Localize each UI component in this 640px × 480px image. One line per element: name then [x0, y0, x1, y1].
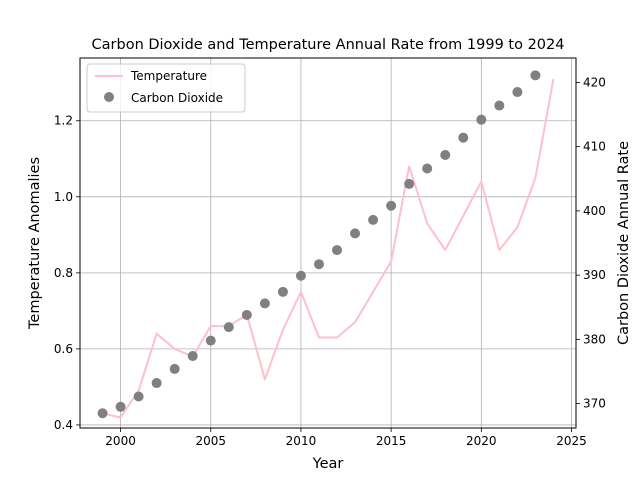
carbon-dioxide-point — [169, 363, 180, 374]
y-right-tick-label: 400 — [583, 204, 606, 218]
x-tick-label: 2000 — [105, 434, 136, 448]
legend: Temperature Carbon Dioxide — [86, 63, 246, 113]
y-right-tick-label: 380 — [583, 332, 606, 346]
carbon-dioxide-point — [97, 408, 108, 419]
carbon-dioxide-point — [241, 309, 252, 320]
legend-carbon-dioxide-label: Carbon Dioxide — [131, 91, 223, 105]
y-left-axis-ticks: 0.4 0.6 0.8 1.0 1.2 — [54, 114, 80, 432]
carbon-dioxide-point — [368, 214, 379, 225]
y-left-tick-label: 0.8 — [54, 266, 73, 280]
carbon-dioxide-point — [115, 401, 126, 412]
y-right-axis-ticks: 370 380 390 400 410 420 — [576, 75, 606, 411]
temperature-series — [102, 78, 555, 419]
x-tick-label: 2025 — [556, 434, 587, 448]
carbon-dioxide-point — [458, 132, 469, 143]
carbon-dioxide-point — [133, 391, 144, 402]
y-right-axis-label: Carbon Dioxide Annual Rate — [616, 141, 632, 345]
legend-temperature-label: Temperature — [130, 69, 207, 83]
carbon-dioxide-point — [277, 286, 288, 297]
x-axis-ticks: 2000 2005 2010 2015 2020 2025 — [105, 428, 587, 448]
carbon-dioxide-point — [422, 163, 433, 174]
x-tick-label: 2005 — [195, 434, 226, 448]
x-axis-label: Year — [312, 456, 344, 472]
y-left-tick-label: 0.4 — [54, 418, 73, 432]
carbon-dioxide-point — [205, 335, 216, 346]
carbon-dioxide-point — [440, 149, 451, 160]
x-tick-label: 2010 — [286, 434, 317, 448]
legend-carbon-dioxide-swatch — [104, 92, 114, 102]
y-left-tick-label: 1.0 — [54, 190, 73, 204]
carbon-dioxide-point — [350, 228, 361, 239]
y-right-tick-label: 390 — [583, 268, 606, 282]
y-left-tick-label: 0.6 — [54, 342, 73, 356]
x-tick-label: 2015 — [376, 434, 407, 448]
legend-frame — [86, 63, 246, 113]
plot-frame — [79, 57, 577, 429]
carbon-dioxide-point — [404, 178, 415, 189]
carbon-dioxide-point — [530, 70, 541, 81]
carbon-dioxide-point — [295, 270, 306, 281]
grid — [80, 58, 576, 428]
carbon-dioxide-point — [476, 114, 487, 125]
carbon-dioxide-series — [97, 70, 541, 419]
carbon-dioxide-point — [151, 378, 162, 389]
y-left-axis-label: Temperature Anomalies — [27, 157, 43, 330]
carbon-dioxide-point — [313, 259, 324, 270]
y-left-tick-label: 1.2 — [54, 114, 73, 128]
temperature-line — [102, 78, 555, 419]
y-right-tick-label: 410 — [583, 140, 606, 154]
chart-title: Carbon Dioxide and Temperature Annual Ra… — [92, 37, 565, 53]
carbon-dioxide-point — [187, 351, 198, 362]
carbon-dioxide-point — [386, 200, 397, 211]
y-right-tick-label: 420 — [583, 75, 606, 89]
carbon-dioxide-point — [512, 87, 523, 98]
carbon-dioxide-point — [332, 245, 343, 256]
carbon-dioxide-point — [494, 100, 505, 111]
carbon-dioxide-point — [259, 298, 270, 309]
y-right-tick-label: 370 — [583, 397, 606, 411]
carbon-dioxide-point — [223, 322, 234, 333]
x-tick-label: 2020 — [466, 434, 497, 448]
